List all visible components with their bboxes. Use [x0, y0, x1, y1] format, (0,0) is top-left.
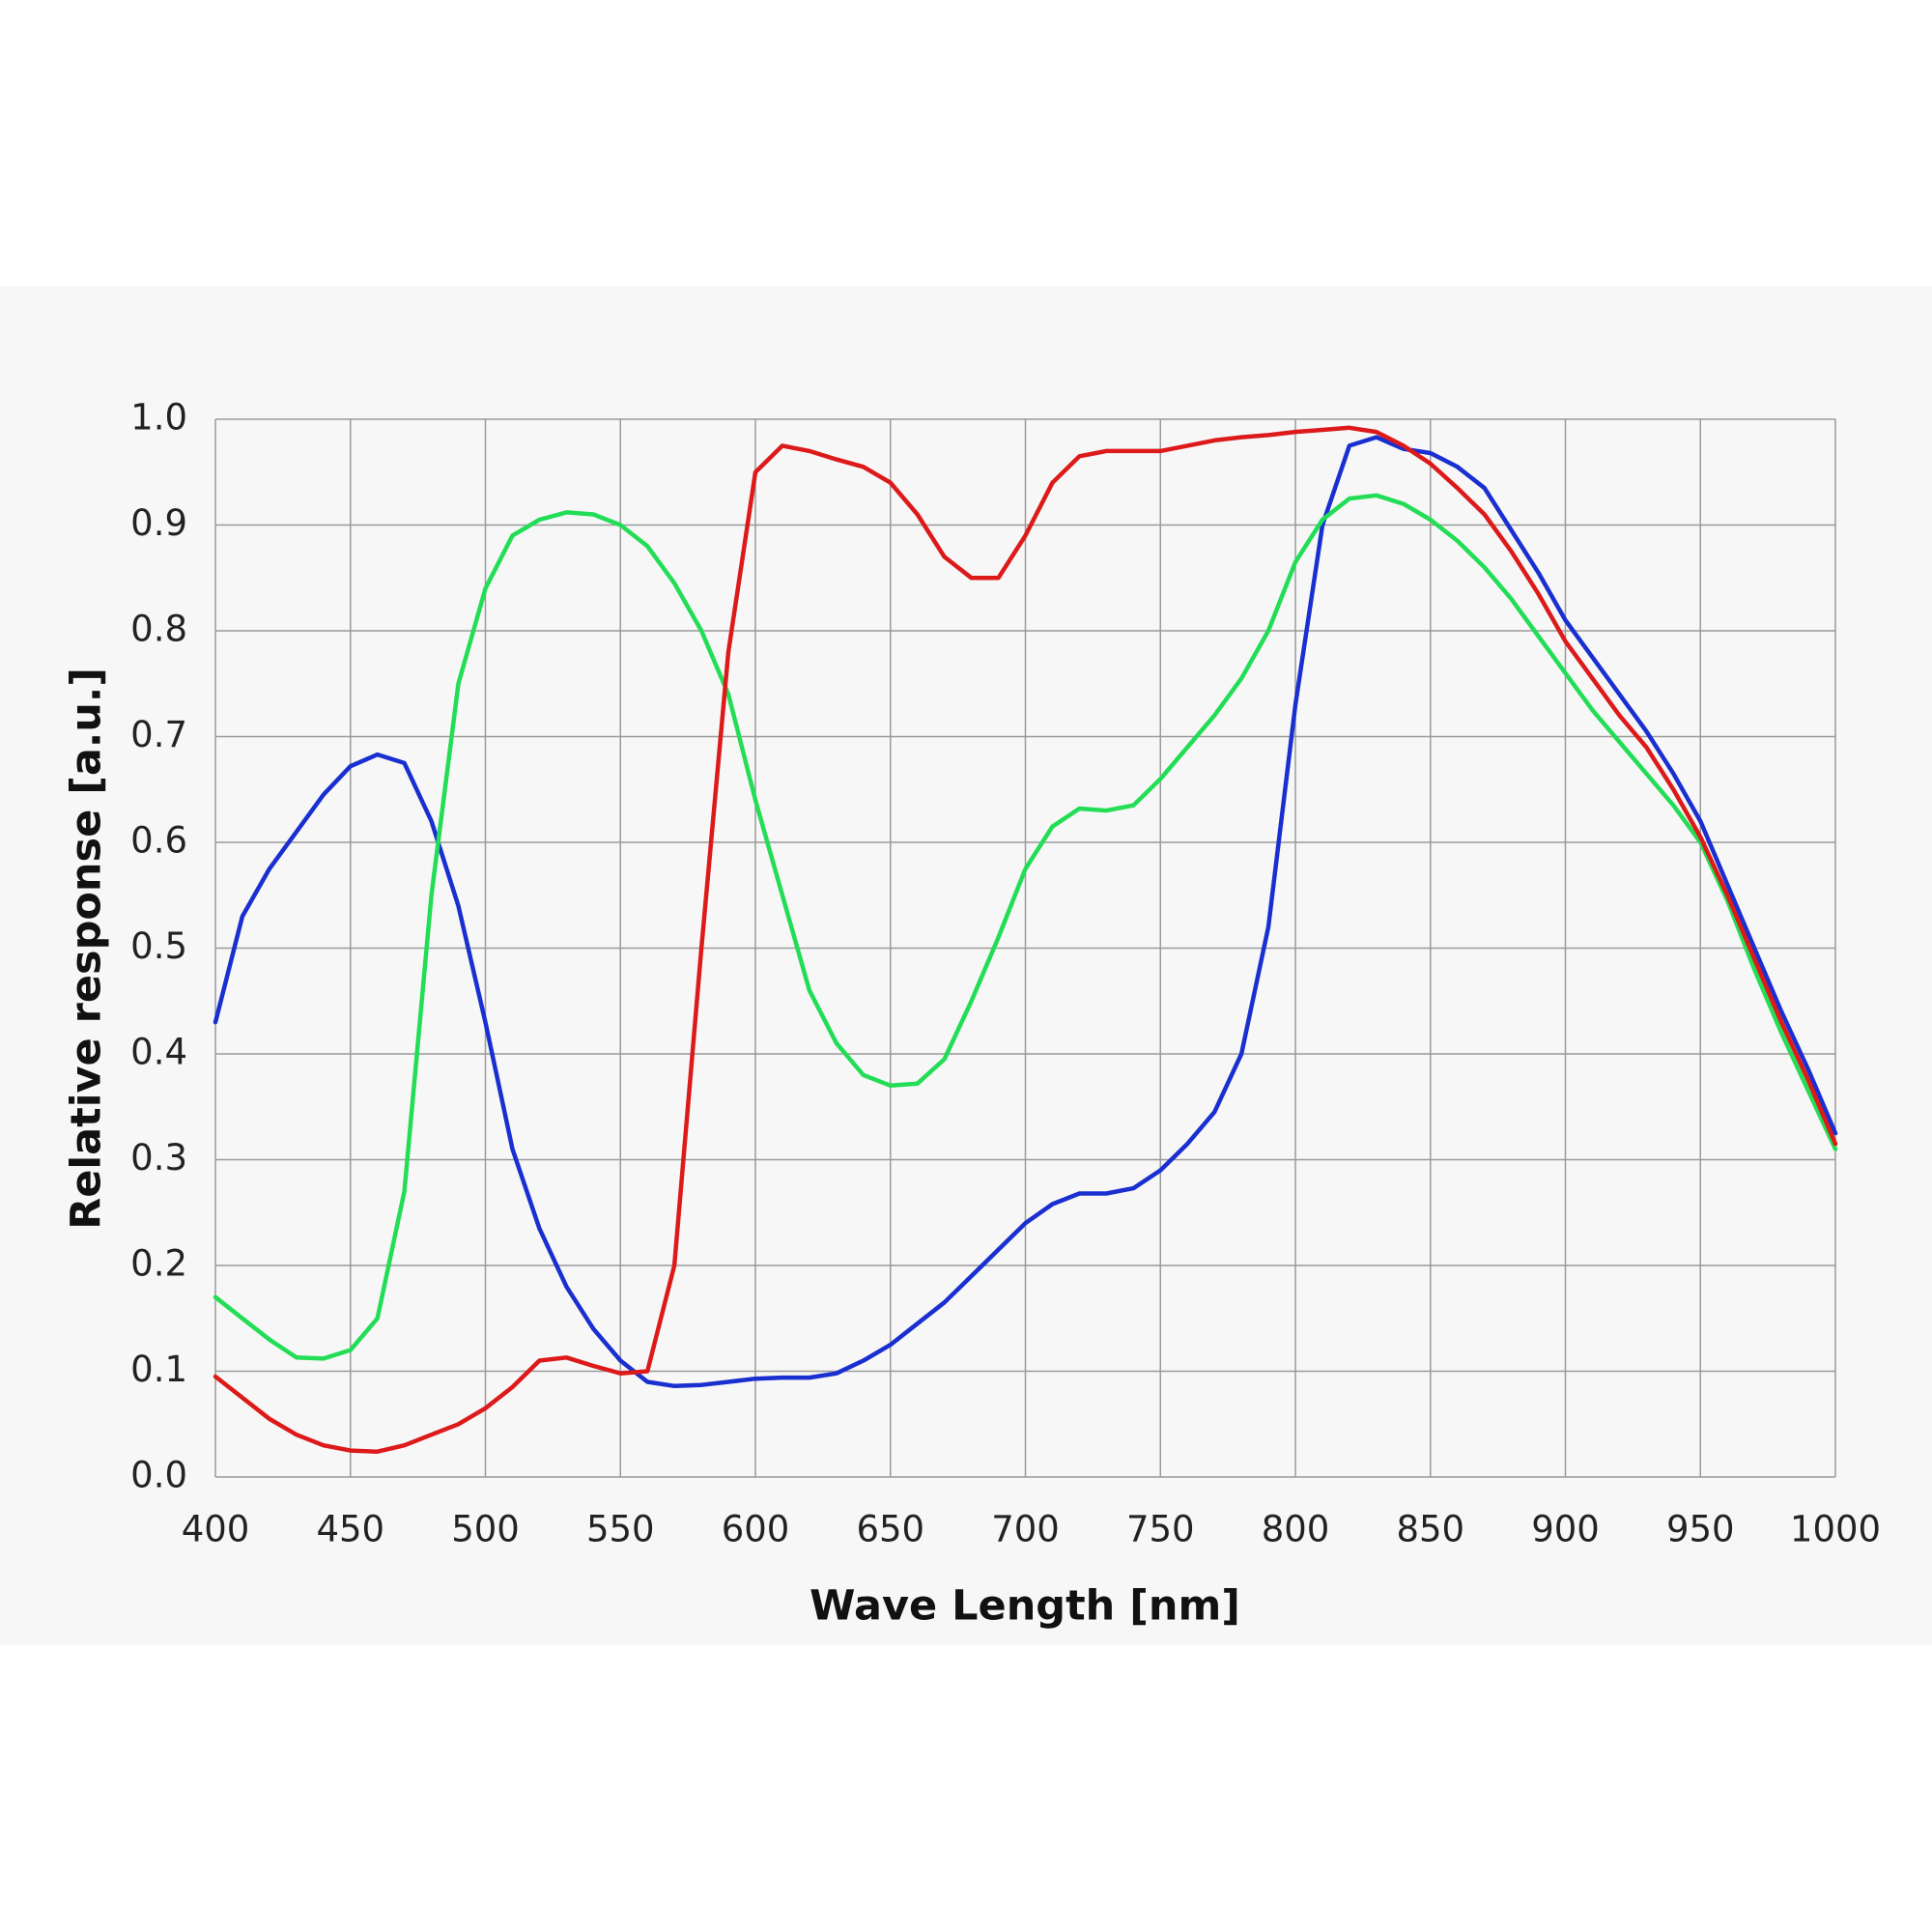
y-tick-label: 0.5 [130, 925, 187, 967]
x-tick-label: 600 [722, 1509, 790, 1550]
chart-background [0, 286, 1932, 1645]
y-tick-label: 0.6 [130, 820, 187, 862]
y-tick-label: 0.2 [130, 1243, 187, 1285]
x-tick-label: 850 [1396, 1509, 1464, 1550]
y-tick-label: 0.0 [130, 1455, 187, 1496]
y-axis-title: Relative response [a.u.] [63, 668, 111, 1230]
x-tick-label: 650 [856, 1509, 924, 1550]
series-line [213, 435, 1838, 1389]
x-tick-label: 550 [586, 1509, 655, 1550]
y-tick-label: 0.1 [130, 1349, 187, 1390]
y-tick-label: 1.0 [130, 397, 187, 439]
y-tick-label: 0.3 [130, 1137, 187, 1179]
x-axis-title: Wave Length [nm] [810, 1582, 1240, 1631]
x-tick-label: 800 [1262, 1509, 1330, 1550]
series-line [213, 493, 1838, 1361]
y-tick-label: 0.7 [130, 714, 187, 755]
x-tick-label: 750 [1126, 1509, 1195, 1550]
x-tick-label: 900 [1531, 1509, 1600, 1550]
x-tick-label: 450 [316, 1509, 384, 1550]
x-tick-label: 400 [182, 1509, 250, 1550]
x-tick-label: 700 [991, 1509, 1060, 1550]
x-tick-label: 1000 [1790, 1509, 1881, 1550]
x-tick-label: 500 [451, 1509, 520, 1550]
y-tick-label: 0.4 [130, 1032, 187, 1073]
series-line [213, 425, 1838, 1454]
x-tick-label: 950 [1666, 1509, 1735, 1550]
y-tick-label: 0.9 [130, 502, 187, 544]
y-tick-label: 0.8 [130, 609, 187, 650]
